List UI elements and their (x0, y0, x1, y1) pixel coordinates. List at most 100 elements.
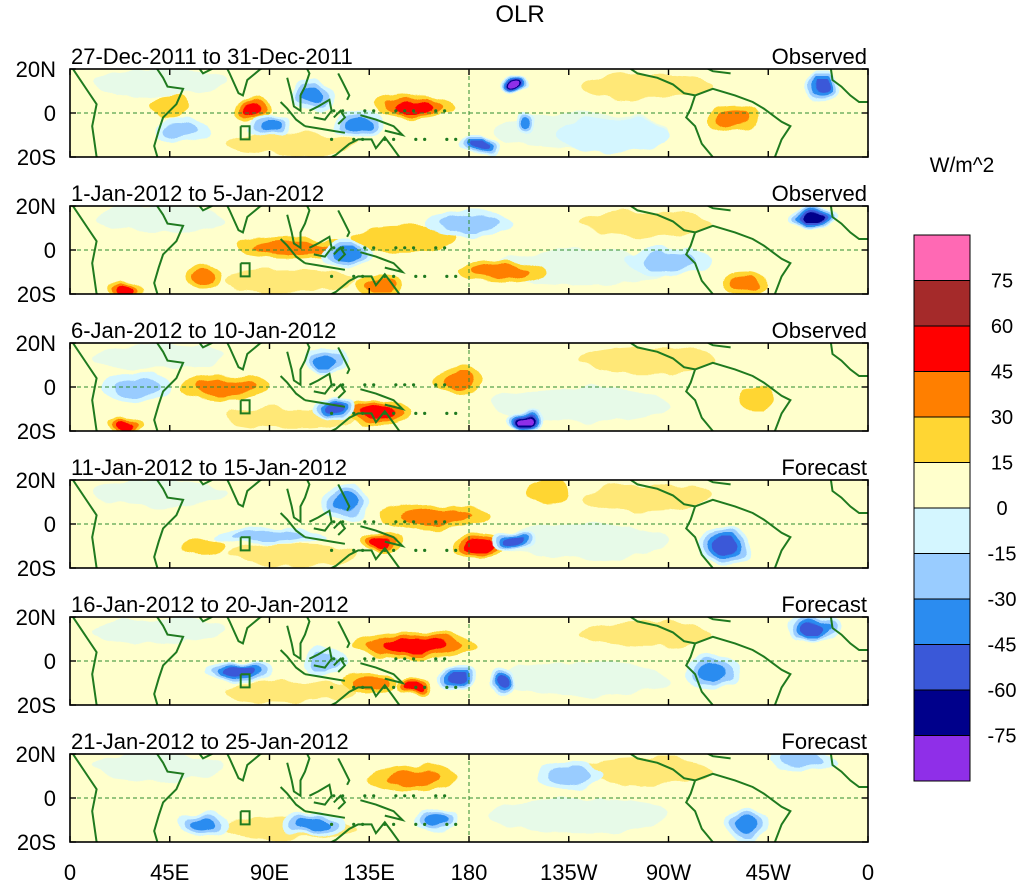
island-dot (445, 822, 449, 827)
y-tick-label: 20N (16, 194, 56, 219)
island-dot (332, 246, 336, 250)
island-dot (394, 109, 398, 113)
island-dot (445, 137, 449, 141)
island-dot (363, 383, 367, 387)
colorbar-label: -30 (988, 589, 1017, 611)
anomaly-field (92, 69, 842, 155)
y-tick-label: 20S (17, 693, 56, 718)
anomaly-wash (92, 617, 226, 644)
anomaly-2-9-level-2 (731, 275, 761, 291)
colorbar-swatch (913, 735, 971, 782)
anomaly-1-2-level-3 (257, 120, 282, 133)
coastline (694, 772, 792, 842)
coastline (71, 69, 100, 157)
coastline (198, 69, 215, 75)
coastline (684, 506, 714, 568)
x-tick-label: 180 (451, 860, 488, 885)
coastline (694, 498, 792, 568)
anomaly-wash (225, 680, 359, 703)
island-dot (363, 657, 367, 661)
coastline (329, 546, 401, 568)
coastline (329, 272, 401, 294)
anomaly-wash (579, 347, 713, 374)
anomaly-2-5-level-2 (191, 267, 215, 285)
colorbar-swatch (913, 462, 971, 509)
island-dot (392, 411, 396, 415)
anomaly-wash (491, 661, 669, 697)
coastline (279, 512, 306, 539)
island-dot (454, 685, 458, 690)
y-tick-label: 20S (17, 830, 56, 855)
anomaly-4-3-level-3 (368, 535, 393, 548)
anomaly-1-12-level-2 (163, 122, 199, 140)
island-dot (329, 685, 334, 690)
coastline (304, 536, 346, 545)
coastline (153, 617, 185, 705)
y-tick-label: 20S (17, 282, 56, 307)
island-dot (383, 411, 387, 415)
coastline (71, 480, 100, 568)
anomaly-6-2-level-3 (188, 817, 218, 832)
anomaly-1-9-level-4 (469, 141, 491, 151)
coastline (279, 101, 306, 128)
coastline (829, 206, 868, 240)
coastline (153, 343, 185, 431)
anomaly-5-5-level-4 (495, 675, 509, 691)
panel-1: 20N 0 20S 27-Dec-2011 to 31-Dec-2011 Observe… (16, 44, 869, 170)
coastlines (71, 617, 868, 705)
island-dot (423, 548, 427, 553)
anomaly-field (92, 343, 775, 431)
coastline (706, 754, 731, 760)
island-dot (332, 520, 336, 524)
colorbar-swatch (913, 598, 971, 645)
island-dot (361, 548, 365, 553)
island-dot (414, 822, 418, 827)
coastline (684, 95, 714, 157)
y-tick-label: 20N (16, 742, 56, 767)
y-tick-label: 0 (44, 101, 56, 126)
coastline (629, 69, 696, 97)
island-dot (411, 383, 416, 387)
island-dot (352, 822, 356, 827)
anomaly-6-1-level-2 (384, 769, 443, 787)
y-tick-label: 0 (44, 649, 56, 674)
anomaly-5-4-level-4 (449, 673, 467, 684)
coastline (694, 361, 792, 431)
coastline (684, 780, 714, 842)
island-dot (383, 822, 387, 827)
island-dot (403, 520, 407, 524)
anomaly-3-5-level-3 (115, 419, 135, 430)
coastline (706, 343, 731, 349)
coastline (694, 635, 792, 705)
island-dot (394, 794, 398, 798)
coastline (694, 87, 792, 157)
anomaly-1-10-level-2 (717, 108, 753, 126)
island-dot (443, 520, 447, 524)
island-dot (352, 137, 356, 141)
coastline (71, 343, 100, 431)
coastline (304, 262, 346, 271)
y-tick-label: 20N (16, 468, 56, 493)
island-dot (341, 794, 345, 798)
colorbar-swatch (913, 507, 971, 554)
anomaly-5-3-level-3 (404, 682, 424, 693)
y-tick-label: 0 (44, 375, 56, 400)
colorbar-label: -45 (988, 635, 1017, 657)
island-dot (403, 794, 407, 798)
anomaly-6-6-level-2 (779, 754, 824, 768)
panel-kind-label: Forecast (781, 729, 867, 754)
island-dot (411, 246, 416, 250)
coastline (329, 820, 401, 842)
island-dot (372, 246, 376, 250)
island-dot (372, 383, 376, 387)
anomaly-wash (92, 206, 226, 233)
island-dot (361, 822, 365, 827)
coastline (706, 206, 731, 212)
coastline (304, 125, 346, 134)
anomaly-wash (225, 132, 359, 155)
island-dot (411, 657, 416, 661)
island-dot (434, 657, 438, 661)
island-dot (434, 520, 438, 524)
colorbar-label: 15 (991, 453, 1013, 475)
island-dot (352, 274, 356, 278)
